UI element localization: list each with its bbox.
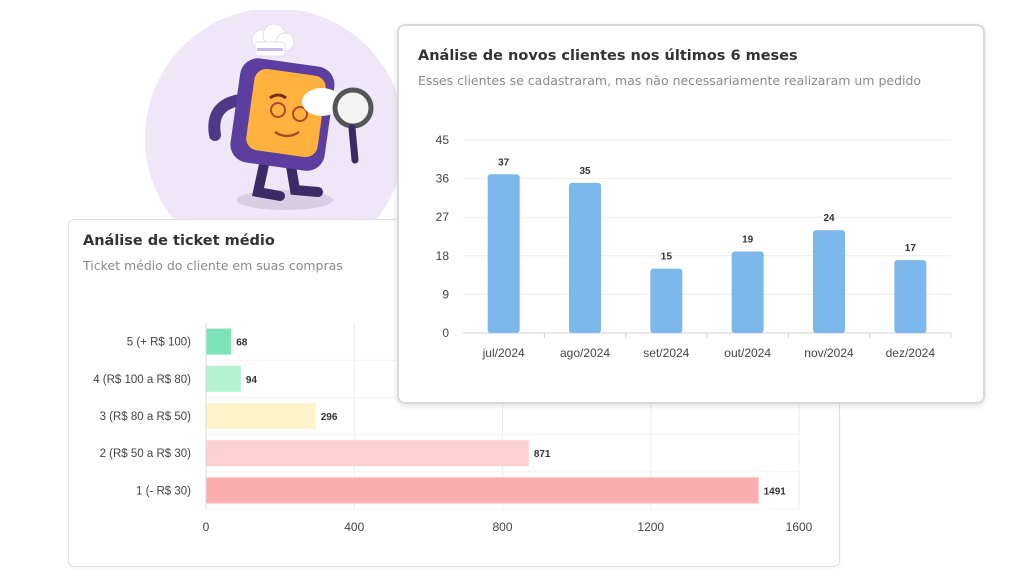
bar-value-label: 871 <box>534 449 551 460</box>
bar-value-label: 24 <box>823 213 835 224</box>
clients-bar-chart: 0 9 18 27 36 45 37 jul/2024 35 ago/2024 15 set/2024… <box>436 133 952 360</box>
bar <box>731 251 764 333</box>
ticket-card-subtitle: Ticket médio do cliente em suas compras <box>83 258 343 273</box>
bar <box>487 174 520 333</box>
mascot-illustration <box>140 8 420 268</box>
y-tick-label: 9 <box>442 287 449 301</box>
bar-value-label: 1491 <box>764 486 787 497</box>
y-tick-label: 2 (R$ 50 a R$ 30) <box>100 448 192 460</box>
bar-value-label: 15 <box>661 252 673 263</box>
x-tick-label: 1600 <box>786 520 813 534</box>
y-tick-label: 27 <box>436 210 450 224</box>
bar <box>894 260 927 333</box>
y-tick-label: 5 (+ R$ 100) <box>127 337 191 349</box>
ticket-bar-chart: 0 400 800 1200 1600 5 (+ R$ 100) 68 4 (R$ 100 a… <box>93 323 813 534</box>
bar <box>206 328 232 355</box>
bar <box>650 268 683 333</box>
new-clients-card: Análise de novos clientes nos últimos 6 … <box>397 24 985 404</box>
x-tick-label: 800 <box>492 520 512 534</box>
bar <box>569 182 601 333</box>
x-tick-label: out/2024 <box>724 346 771 360</box>
bar-value-label: 17 <box>905 243 917 254</box>
bar-value-label: 68 <box>236 338 248 349</box>
bar <box>206 440 529 467</box>
x-tick-label: 400 <box>344 520 364 534</box>
bar <box>206 365 241 392</box>
clients-card-title: Análise de novos clientes nos últimos 6 … <box>418 48 798 64</box>
x-tick-label: nov/2024 <box>804 346 854 360</box>
bar <box>206 403 316 429</box>
x-tick-label: dez/2024 <box>886 346 936 360</box>
ticket-card-title: Análise de ticket médio <box>83 233 275 249</box>
y-tick-label: 36 <box>436 172 450 186</box>
clients-card-subtitle: Esses clientes se cadastraram, mas não n… <box>418 73 922 88</box>
bar-value-label: 296 <box>321 412 338 423</box>
y-tick-label: 3 (R$ 80 a R$ 50) <box>100 411 192 423</box>
bar <box>206 477 759 504</box>
y-tick-label: 1 (- R$ 30) <box>136 485 191 497</box>
y-tick-label: 4 (R$ 100 a R$ 80) <box>93 374 191 386</box>
bar-value-label: 94 <box>246 375 258 386</box>
x-tick-label: 1200 <box>637 520 664 534</box>
bar-value-label: 35 <box>579 166 591 177</box>
y-tick-label: 45 <box>436 133 450 147</box>
x-tick-label: ago/2024 <box>560 346 610 360</box>
bar <box>813 230 845 333</box>
bar-value-label: 19 <box>742 235 754 246</box>
y-tick-label: 18 <box>436 249 450 263</box>
bar-value-label: 37 <box>498 157 510 168</box>
y-tick-label: 0 <box>442 326 449 340</box>
x-tick-label: set/2024 <box>643 346 689 360</box>
x-tick-label: 0 <box>203 520 210 534</box>
x-tick-label: jul/2024 <box>482 346 525 360</box>
